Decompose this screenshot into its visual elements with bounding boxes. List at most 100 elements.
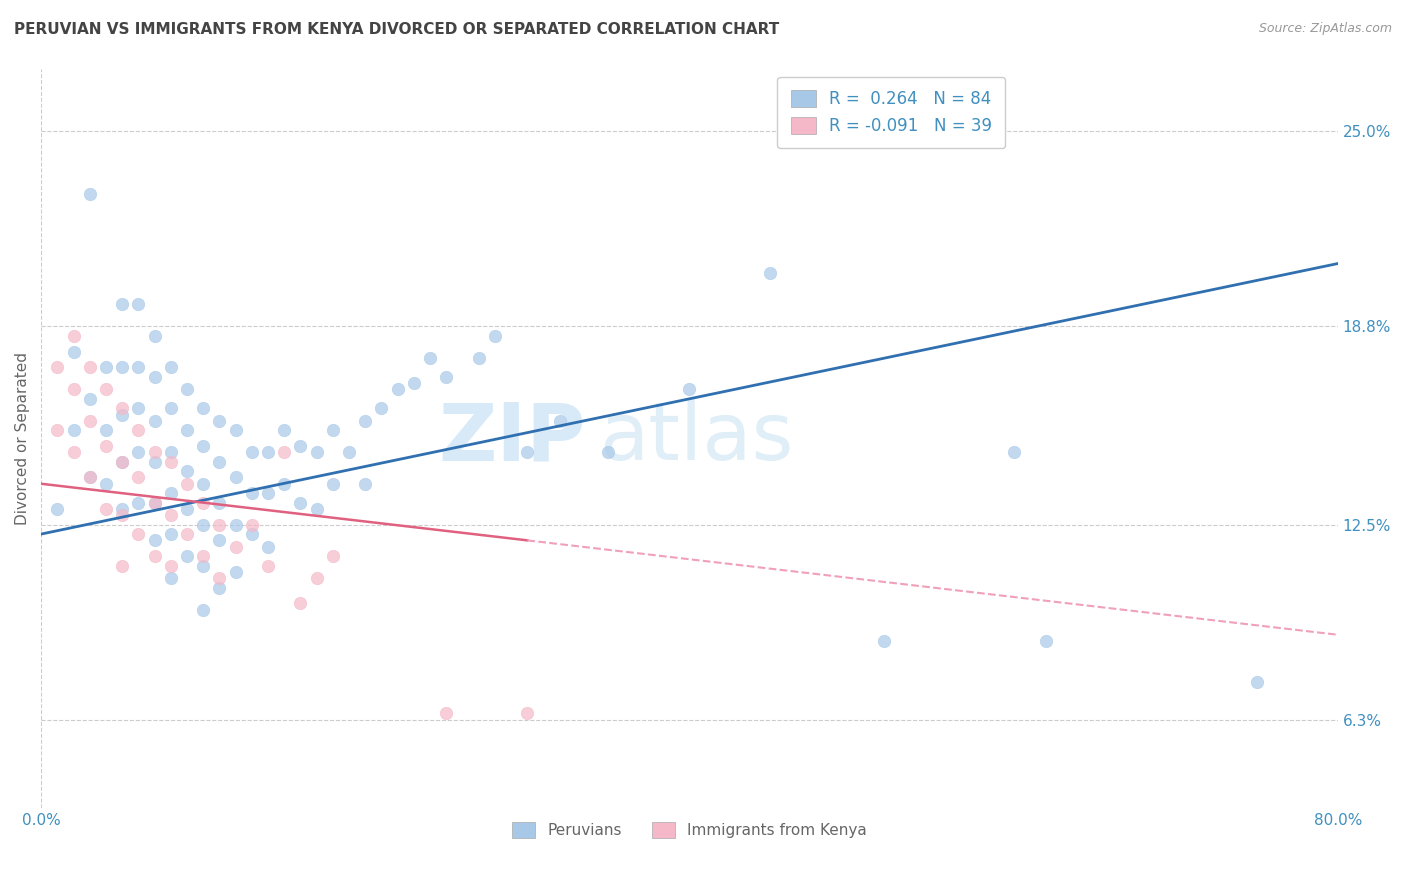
Point (176, 476, 198, 491)
Point (159, 455, 181, 469)
Point (225, 470, 247, 484)
Point (111, 297, 134, 311)
Point (1002, 445, 1025, 459)
Point (225, 423, 247, 437)
Point (62, 445, 84, 459)
Point (193, 602, 215, 616)
Text: PERUVIAN VS IMMIGRANTS FROM KENYA DIVORCED OR SEPARATED CORRELATION CHART: PERUVIAN VS IMMIGRANTS FROM KENYA DIVORC… (14, 22, 779, 37)
Point (159, 401, 181, 416)
Y-axis label: Divorced or Separated: Divorced or Separated (15, 351, 30, 524)
Point (678, 383, 700, 397)
Legend: Peruvians, Immigrants from Kenya: Peruvians, Immigrants from Kenya (506, 816, 873, 845)
Point (759, 266, 782, 280)
Point (193, 401, 215, 416)
Point (193, 476, 215, 491)
Point (273, 423, 295, 437)
Point (225, 517, 247, 532)
Point (46, 360, 69, 375)
Point (62, 383, 84, 397)
Point (94, 476, 117, 491)
Point (193, 558, 215, 573)
Point (79, 414, 101, 428)
Point (516, 445, 538, 459)
Point (257, 445, 280, 459)
Point (46, 423, 69, 437)
Point (176, 423, 198, 437)
Point (79, 470, 101, 484)
Point (305, 502, 328, 516)
Point (208, 495, 231, 509)
Point (143, 455, 166, 469)
Point (240, 486, 263, 500)
Point (290, 439, 312, 453)
Point (111, 508, 134, 523)
Text: atlas: atlas (599, 399, 793, 477)
Point (208, 455, 231, 469)
Point (79, 187, 101, 202)
Point (111, 455, 134, 469)
Point (159, 571, 181, 585)
Point (322, 423, 344, 437)
Point (434, 706, 457, 721)
Point (273, 476, 295, 491)
Point (290, 495, 312, 509)
Point (598, 445, 620, 459)
Point (62, 423, 84, 437)
Point (873, 634, 896, 648)
Point (225, 565, 247, 579)
Point (111, 401, 134, 416)
Point (193, 439, 215, 453)
Point (273, 445, 295, 459)
Point (111, 408, 134, 422)
Point (257, 486, 280, 500)
Point (322, 549, 344, 563)
Point (143, 329, 166, 343)
Point (62, 329, 84, 343)
Point (402, 376, 425, 390)
Point (159, 360, 181, 375)
Point (159, 508, 181, 523)
Point (434, 369, 457, 384)
Point (143, 445, 166, 459)
Point (127, 470, 149, 484)
Point (94, 383, 117, 397)
Point (127, 527, 149, 541)
Point (94, 502, 117, 516)
Point (143, 495, 166, 509)
Point (127, 360, 149, 375)
Point (79, 470, 101, 484)
Point (484, 329, 506, 343)
Point (305, 571, 328, 585)
Text: Source: ZipAtlas.com: Source: ZipAtlas.com (1258, 22, 1392, 36)
Point (257, 558, 280, 573)
Point (127, 401, 149, 416)
Point (193, 495, 215, 509)
Point (322, 476, 344, 491)
Point (127, 495, 149, 509)
Point (370, 401, 392, 416)
Point (127, 445, 149, 459)
Point (143, 533, 166, 548)
Point (176, 383, 198, 397)
Point (208, 533, 231, 548)
Point (193, 517, 215, 532)
Point (516, 706, 538, 721)
Point (176, 502, 198, 516)
Point (290, 596, 312, 610)
Text: ZIP: ZIP (439, 399, 586, 477)
Point (111, 502, 134, 516)
Point (354, 414, 377, 428)
Point (94, 439, 117, 453)
Point (111, 360, 134, 375)
Point (143, 549, 166, 563)
Point (208, 571, 231, 585)
Point (548, 414, 571, 428)
Point (225, 540, 247, 554)
Point (79, 392, 101, 406)
Point (159, 558, 181, 573)
Point (176, 464, 198, 478)
Point (127, 423, 149, 437)
Point (1246, 674, 1268, 689)
Point (159, 527, 181, 541)
Point (176, 527, 198, 541)
